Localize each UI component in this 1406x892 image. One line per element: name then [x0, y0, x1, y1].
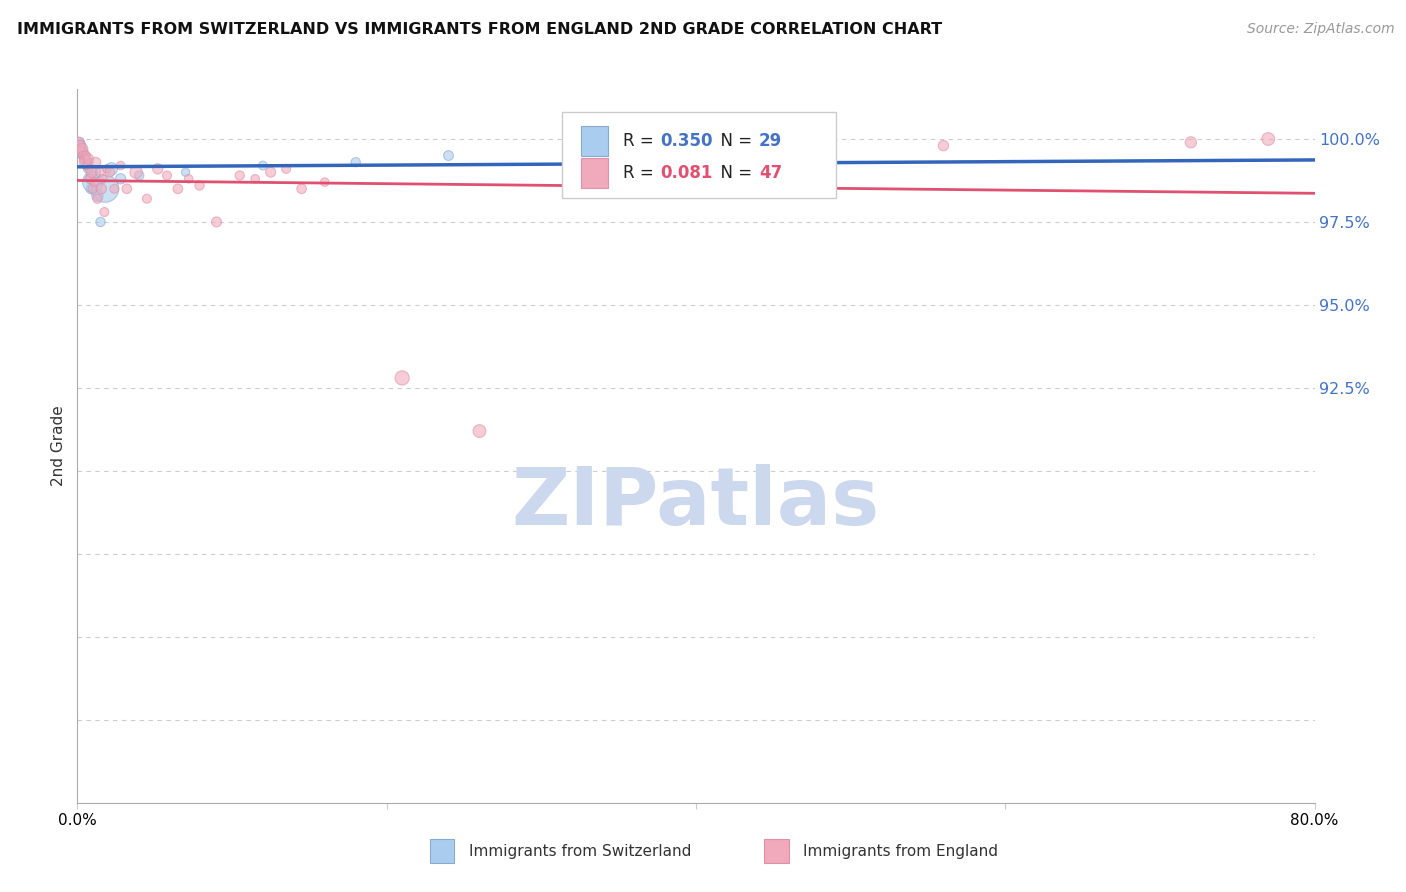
- Point: [75, 159, 97, 173]
- Point: [69, 138, 91, 153]
- Point: [91, 171, 114, 186]
- Point: [103, 182, 125, 196]
- Point: [90, 215, 112, 229]
- Point: [260, 165, 283, 179]
- Point: [67, 138, 90, 153]
- Point: [73, 152, 96, 166]
- Point: [72, 148, 94, 162]
- Text: N =: N =: [710, 132, 756, 150]
- Point: [72, 142, 94, 156]
- Point: [76, 152, 98, 166]
- FancyBboxPatch shape: [562, 112, 835, 198]
- Point: [468, 424, 491, 438]
- Point: [72, 148, 94, 162]
- Point: [115, 182, 138, 196]
- Bar: [581, 127, 609, 156]
- Point: [82, 182, 104, 196]
- Bar: [763, 838, 789, 863]
- Y-axis label: 2nd Grade: 2nd Grade: [51, 406, 66, 486]
- Text: 29: 29: [759, 132, 782, 150]
- Point: [80, 165, 103, 179]
- Point: [156, 169, 179, 183]
- Point: [67, 142, 90, 156]
- Text: 47: 47: [759, 164, 782, 182]
- Point: [252, 159, 274, 173]
- Point: [70, 145, 93, 160]
- Point: [73, 152, 96, 166]
- Point: [76, 159, 98, 173]
- Point: [77, 152, 100, 166]
- Point: [70, 145, 93, 160]
- Point: [86, 188, 108, 202]
- Point: [932, 138, 955, 153]
- Point: [79, 171, 101, 186]
- Point: [344, 155, 367, 169]
- Point: [73, 148, 96, 162]
- Point: [82, 175, 104, 189]
- Point: [110, 159, 132, 173]
- Point: [98, 165, 121, 179]
- Point: [75, 155, 97, 169]
- Text: ZIPatlas: ZIPatlas: [512, 464, 880, 542]
- Point: [75, 148, 97, 162]
- Point: [77, 155, 100, 169]
- Point: [69, 142, 91, 156]
- Point: [76, 161, 98, 176]
- Point: [83, 165, 105, 179]
- Point: [93, 205, 115, 219]
- Point: [128, 169, 150, 183]
- Point: [84, 155, 107, 169]
- Point: [167, 182, 190, 196]
- Text: IMMIGRANTS FROM SWITZERLAND VS IMMIGRANTS FROM ENGLAND 2ND GRADE CORRELATION CHA: IMMIGRANTS FROM SWITZERLAND VS IMMIGRANT…: [17, 22, 942, 37]
- Point: [70, 142, 93, 156]
- Point: [561, 171, 583, 186]
- Point: [146, 161, 169, 176]
- Point: [89, 165, 111, 179]
- Point: [1180, 136, 1202, 150]
- Bar: [581, 158, 609, 187]
- Point: [245, 171, 267, 186]
- Point: [96, 161, 118, 176]
- Text: R =: R =: [623, 132, 659, 150]
- Text: R =: R =: [623, 164, 659, 182]
- Text: 0.350: 0.350: [659, 132, 713, 150]
- Text: Source: ZipAtlas.com: Source: ZipAtlas.com: [1247, 22, 1395, 37]
- Point: [188, 178, 211, 193]
- Point: [67, 136, 90, 150]
- Point: [69, 136, 91, 150]
- Text: 0.081: 0.081: [659, 164, 713, 182]
- Point: [177, 171, 200, 186]
- Point: [79, 171, 101, 186]
- Point: [205, 215, 228, 229]
- Point: [79, 161, 101, 176]
- Point: [136, 192, 159, 206]
- Point: [90, 182, 112, 196]
- Text: Immigrants from Switzerland: Immigrants from Switzerland: [470, 844, 692, 859]
- Point: [83, 175, 105, 189]
- Point: [125, 165, 148, 179]
- Text: Immigrants from England: Immigrants from England: [803, 844, 998, 859]
- Point: [100, 161, 122, 176]
- Bar: [430, 838, 454, 863]
- Text: N =: N =: [710, 164, 756, 182]
- Point: [69, 138, 91, 153]
- Point: [94, 182, 117, 196]
- Point: [391, 371, 413, 385]
- Point: [314, 175, 336, 189]
- Point: [437, 148, 460, 162]
- Point: [86, 192, 108, 206]
- Point: [276, 161, 298, 176]
- Point: [291, 182, 314, 196]
- Point: [75, 155, 97, 169]
- Point: [174, 165, 197, 179]
- Point: [80, 182, 103, 196]
- Point: [110, 171, 132, 186]
- Point: [229, 169, 252, 183]
- Point: [1257, 132, 1279, 146]
- Point: [72, 145, 94, 160]
